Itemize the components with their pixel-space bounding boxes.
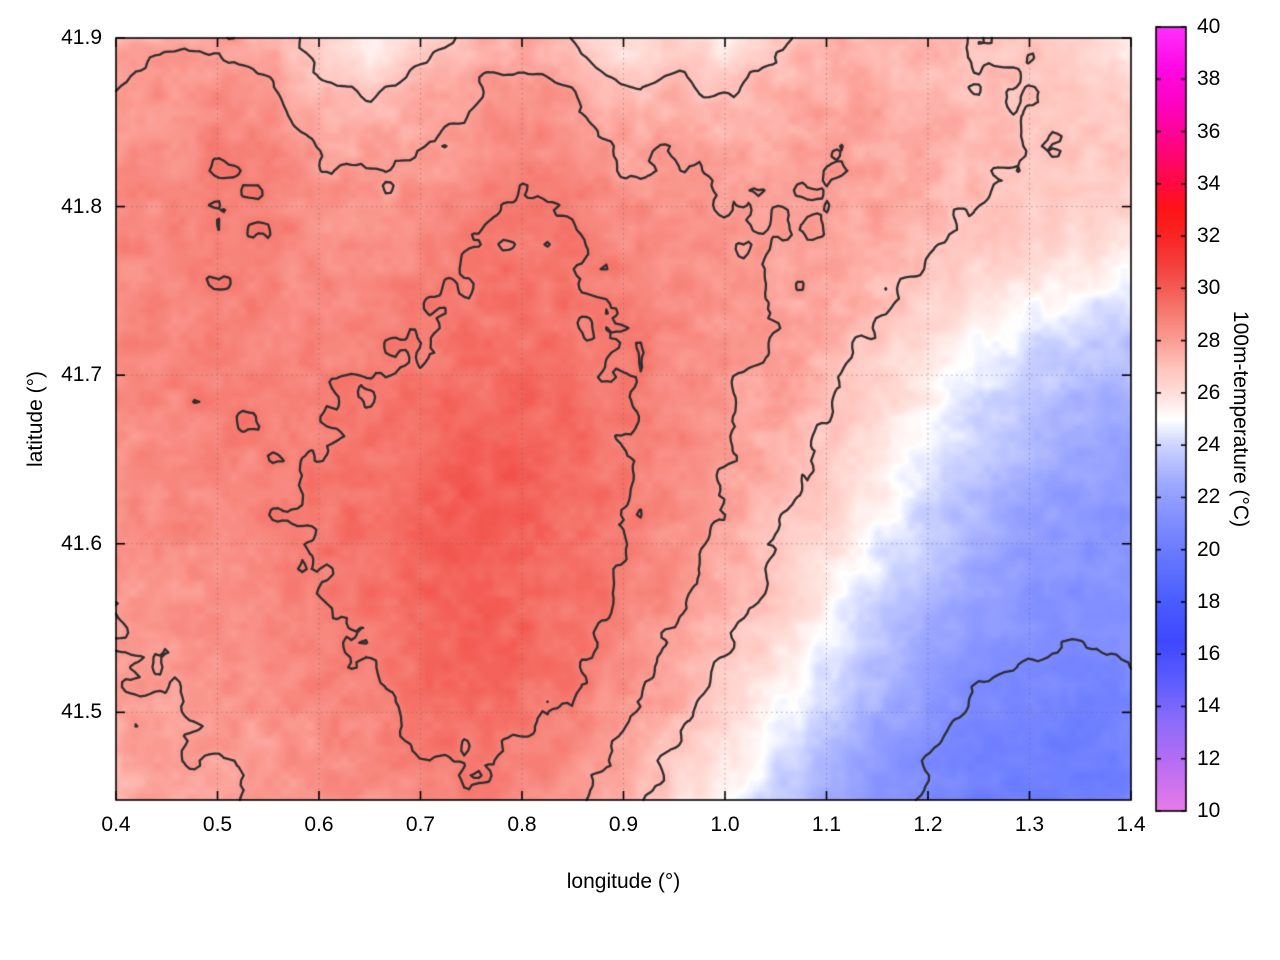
colorbar-tick-label: 14 — [1197, 694, 1221, 718]
y-tick-label: 41.5 — [61, 700, 102, 724]
colorbar-tick-label: 20 — [1197, 537, 1221, 561]
x-tick-label: 1.2 — [913, 813, 943, 836]
colorbar-tick-label: 34 — [1197, 171, 1221, 195]
y-tick-label: 41.7 — [61, 363, 102, 387]
colorbar-tick-label: 30 — [1197, 276, 1221, 300]
y-tick-label: 41.8 — [61, 194, 102, 218]
colorbar-tick-label: 40 — [1197, 15, 1221, 38]
x-tick-label: 1.3 — [1014, 813, 1045, 836]
x-tick-label: 0.6 — [304, 813, 334, 836]
x-axis-title: longitude (°) — [566, 870, 681, 893]
colorbar-title: 100m-temperature (°C) — [1229, 310, 1252, 528]
colorbar-tick-label: 38 — [1197, 67, 1221, 91]
x-tick-label: 0.4 — [101, 813, 131, 836]
colorbar-tick-label: 24 — [1197, 433, 1221, 457]
colorbar-tick-label: 36 — [1197, 119, 1221, 143]
colorbar-tick-label: 18 — [1197, 589, 1221, 613]
x-tick-label: 0.7 — [405, 813, 436, 836]
colorbar-tick-label: 26 — [1197, 380, 1221, 404]
colorbar-tick-label: 16 — [1197, 642, 1221, 666]
y-axis-title: latitude (°) — [24, 371, 47, 467]
colorbar-tick-label: 22 — [1197, 485, 1221, 509]
x-tick-label: 1.4 — [1116, 813, 1146, 836]
colorbar-tick-label: 32 — [1197, 224, 1221, 248]
x-tick-label: 1.0 — [710, 813, 740, 836]
y-tick-label: 41.9 — [61, 26, 102, 49]
colorbar-tick-label: 10 — [1197, 799, 1221, 822]
x-tick-label: 0.5 — [202, 813, 233, 836]
x-tick-label: 0.9 — [608, 813, 639, 836]
colorbar-tick-label: 12 — [1197, 746, 1221, 770]
colorbar-tick-label: 28 — [1197, 328, 1221, 352]
x-tick-label: 1.1 — [811, 813, 842, 836]
y-tick-label: 41.6 — [61, 531, 102, 555]
x-tick-label: 0.8 — [507, 813, 537, 836]
